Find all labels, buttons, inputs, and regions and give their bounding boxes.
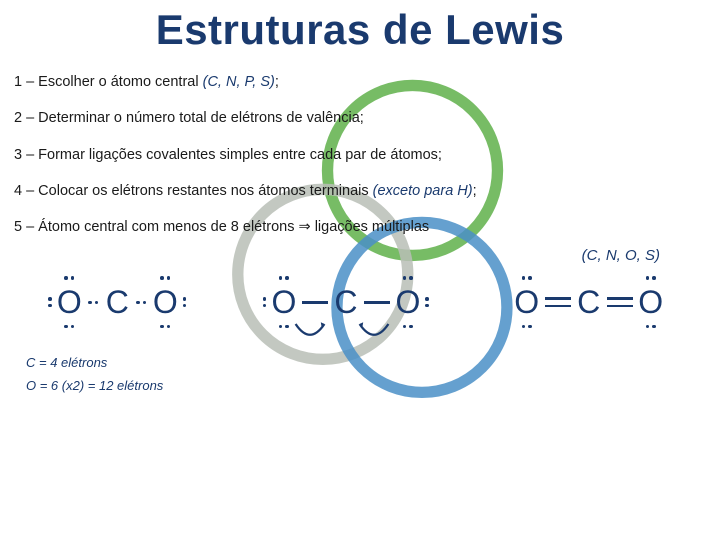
note-c: C = 4 elétrons: [26, 352, 720, 374]
step-4-suffix: ;: [473, 183, 477, 199]
atom-c: C: [334, 286, 357, 318]
curved-arrow-left: [292, 322, 328, 344]
lewis-structures-row: O C O O C: [0, 282, 720, 322]
atom-o: O: [396, 286, 421, 318]
step-5-prefix: 5 – Átomo central com menos de 8 elétron…: [14, 219, 299, 235]
step-2: 2 – Determinar o número total de elétron…: [0, 100, 720, 136]
s1-c: C: [103, 282, 131, 322]
footer-notes: C = 4 elétrons O = 6 (x2) = 12 elétrons: [0, 352, 720, 396]
step-4-paren: (exceto para H): [373, 183, 473, 199]
s2-bond-right: [364, 301, 390, 304]
step-1: 1 – Escolher o átomo central (C, N, P, S…: [0, 64, 720, 100]
step-3: 3 – Formar ligações covalentes simples e…: [0, 137, 720, 173]
step-5: 5 – Átomo central com menos de 8 elétron…: [0, 209, 720, 245]
structure-2: O C O: [270, 282, 422, 322]
step-4-prefix: 4 – Colocar os elétrons restantes nos át…: [14, 183, 373, 199]
atom-o: O: [272, 286, 297, 318]
s1-bond-right: [136, 301, 146, 305]
atom-o: O: [153, 286, 178, 318]
s1-o-right: O: [151, 282, 179, 322]
step-1-suffix: ;: [275, 74, 279, 90]
s1-bond-left: [88, 301, 98, 305]
s3-o-right: O: [637, 282, 665, 322]
s3-o-left: O: [513, 282, 541, 322]
s2-bond-left: [302, 301, 328, 304]
step-1-prefix: 1 – Escolher o átomo central: [14, 74, 203, 90]
step-5-suffix: ligações múltiplas: [311, 219, 429, 235]
atom-o: O: [57, 286, 82, 318]
structure-1: O C O: [55, 282, 179, 322]
structure-3: O C O: [513, 282, 665, 322]
s1-o-left: O: [55, 282, 83, 322]
s3-c: C: [575, 282, 603, 322]
note-o: O = 6 (x2) = 12 elétrons: [26, 375, 720, 397]
atom-o: O: [514, 286, 539, 318]
step-5-arrow: ⇒: [299, 219, 311, 235]
page-title: Estruturas de Lewis: [0, 6, 720, 54]
s3-bond-left: [545, 297, 571, 307]
s2-o-left: O: [270, 282, 298, 322]
atom-c: C: [106, 286, 129, 318]
step-4: 4 – Colocar os elétrons restantes nos át…: [0, 173, 720, 209]
s2-c: C: [332, 282, 360, 322]
s2-o-right: O: [394, 282, 422, 322]
step-1-paren: (C, N, P, S): [203, 74, 275, 90]
atom-list: (C, N, O, S): [0, 247, 720, 264]
s3-bond-right: [607, 297, 633, 307]
atom-c: C: [577, 286, 600, 318]
atom-o: O: [638, 286, 663, 318]
curved-arrow-right: [356, 322, 392, 344]
